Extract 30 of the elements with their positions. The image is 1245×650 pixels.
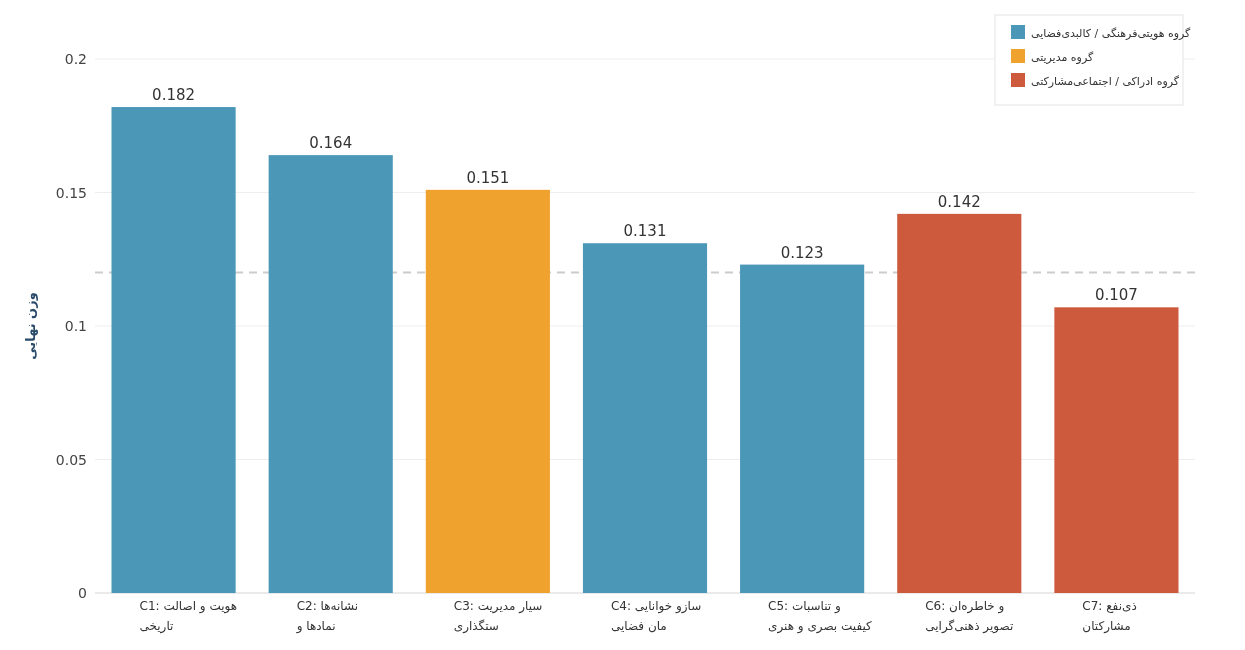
x-tick-label: C4: سازو خوانایی مان فضایی [610, 599, 702, 633]
bar [425, 189, 550, 593]
x-tick-label: C1: هویت و اصالت تاریخی [139, 599, 238, 634]
x-tick-label: C2: نشانه‌ها نمادها و [295, 599, 358, 634]
legend-label: گروه ادراکی / اجتماعی‌مشارکتی [1031, 75, 1180, 88]
y-tick-label: 0.2 [64, 51, 87, 67]
bar [897, 213, 1022, 593]
data-label: 0.164 [309, 134, 353, 153]
legend-label: گروه مدیریتی [1031, 51, 1094, 64]
data-label: 0.142 [937, 192, 981, 211]
data-label: 0.182 [152, 86, 196, 105]
data-label: 0.107 [1094, 286, 1138, 305]
y-tick-label: 0 [78, 585, 87, 601]
bar [1054, 307, 1179, 593]
y-tick-label: 0.15 [55, 184, 87, 201]
legend-label: گروه هویتی‌فرهنگی / کالبدی‌فضایی [1031, 27, 1192, 40]
y-tick-label: 0.1 [64, 318, 87, 334]
data-label: 0.151 [466, 168, 510, 187]
bar [582, 243, 708, 593]
bar [111, 107, 236, 593]
bar [268, 155, 393, 593]
data-label: 0.123 [780, 243, 824, 262]
y-axis-title: وزن نهایی [23, 292, 38, 360]
x-tick-label: C7: ذی‌نفع مشارکتان [1082, 599, 1137, 634]
x-tick-label: C5: و تناسبات کیفیت بصری و هنری [768, 599, 873, 634]
bar [740, 264, 865, 593]
x-tick-label: C6: و خاطره‌ان تصویر ذهنی‌گرایی [925, 599, 1014, 634]
y-tick-label: 0.05 [55, 451, 87, 468]
data-label: 0.131 [623, 222, 667, 241]
x-tick-label: C3: سیار مدیریت ستگذاری [453, 599, 543, 634]
